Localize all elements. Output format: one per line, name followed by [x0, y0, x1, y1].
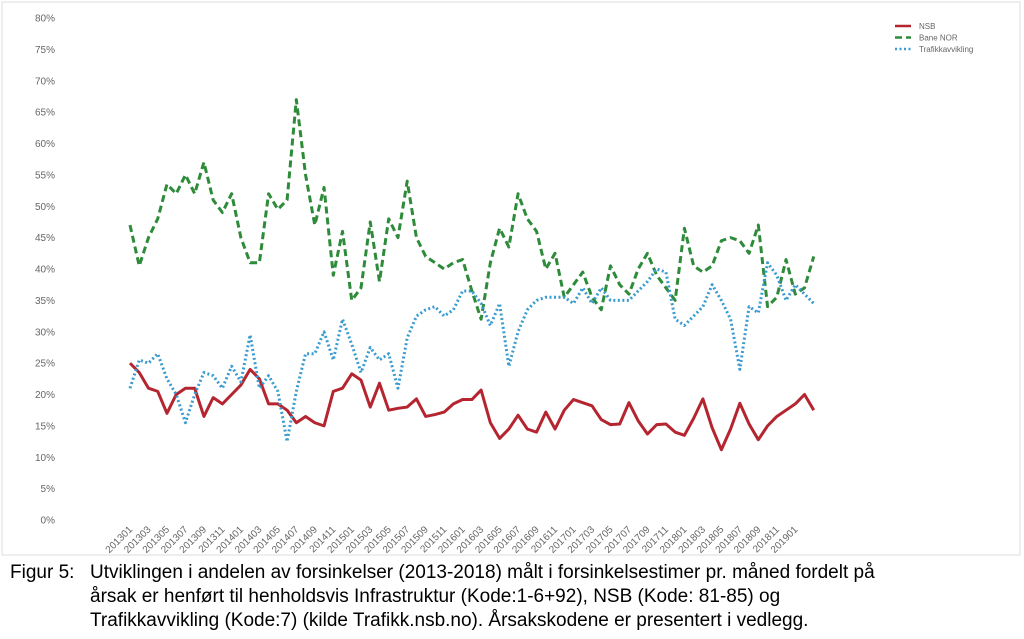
y-tick-label: 5%	[41, 484, 56, 495]
y-tick-label: 40%	[35, 265, 55, 276]
caption-line: Utviklingen i andelen av forsinkelser (2…	[90, 562, 875, 583]
y-tick-label: 35%	[35, 296, 55, 307]
legend-label: Bane NOR	[919, 34, 958, 43]
y-tick-label: 80%	[35, 14, 55, 25]
y-tick-label: 70%	[35, 76, 55, 87]
series-line	[128, 98, 816, 321]
y-tick-label: 15%	[35, 421, 55, 432]
chart-frame	[1, 1, 1021, 556]
y-tick-label: 65%	[35, 108, 55, 119]
y-tick-label: 30%	[35, 327, 55, 338]
y-tick-label: 0%	[41, 516, 56, 527]
legend-label: Trafikkavvikling	[919, 45, 973, 54]
y-tick-label: 60%	[35, 139, 55, 150]
series-line	[128, 362, 816, 452]
y-tick-label: 55%	[35, 170, 55, 181]
y-tick-label: 20%	[35, 390, 55, 401]
y-tick-label: 10%	[35, 453, 55, 464]
caption-line: Trafikkavvikling (Kode:7) (kilde Trafikk…	[90, 610, 808, 631]
y-tick-label: 25%	[35, 359, 55, 370]
y-tick-label: 50%	[35, 202, 55, 213]
y-tick-label: 45%	[35, 233, 55, 244]
legend-label: NSB	[919, 22, 935, 31]
caption-line: årsak er henført til henholdsvis Infrast…	[90, 586, 780, 607]
caption-label: Figur 5:	[10, 562, 74, 583]
y-tick-label: 75%	[35, 45, 55, 56]
